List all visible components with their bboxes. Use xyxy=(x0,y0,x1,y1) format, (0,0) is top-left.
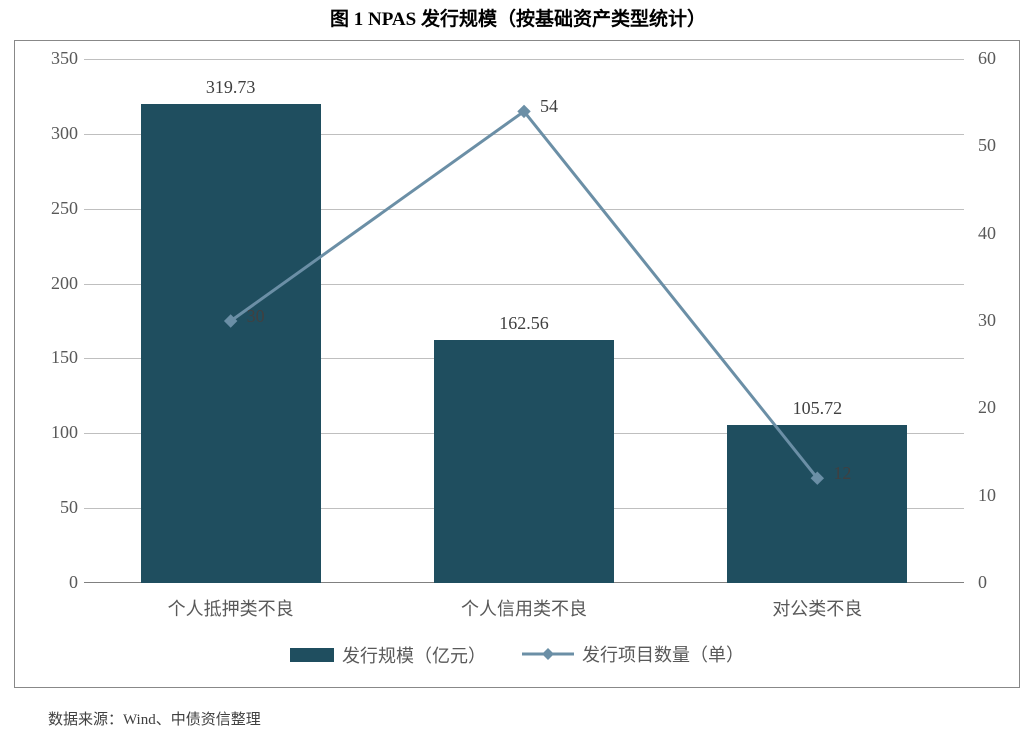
chart-title: 图 1 NPAS 发行规模（按基础资产类型统计） xyxy=(0,0,1036,31)
ytick-right: 0 xyxy=(978,573,1018,591)
line-path xyxy=(231,111,818,478)
plot-area: 0501001502002503003500102030405060319.73… xyxy=(84,59,964,583)
line-series xyxy=(84,59,964,583)
ytick-right: 30 xyxy=(978,311,1018,329)
ytick-left: 200 xyxy=(34,274,78,292)
source-note: 数据来源：Wind、中债资信整理 xyxy=(48,708,261,729)
category-label: 对公类不良 xyxy=(671,595,964,621)
page-root: 图 1 NPAS 发行规模（按基础资产类型统计） 050100150200250… xyxy=(0,0,1036,740)
line-value-label: 30 xyxy=(247,307,265,325)
chart-frame: 0501001502002503003500102030405060319.73… xyxy=(14,40,1020,688)
legend-item: 发行规模（亿元） xyxy=(290,642,486,668)
ytick-left: 50 xyxy=(34,498,78,516)
category-label: 个人信用类不良 xyxy=(377,595,670,621)
ytick-right: 40 xyxy=(978,224,1018,242)
legend-label: 发行项目数量（单） xyxy=(582,641,744,667)
legend-line-marker-icon xyxy=(522,646,574,662)
ytick-left: 250 xyxy=(34,199,78,217)
ytick-right: 60 xyxy=(978,49,1018,67)
ytick-left: 350 xyxy=(34,49,78,67)
ytick-right: 50 xyxy=(978,136,1018,154)
line-value-label: 54 xyxy=(540,97,558,115)
ytick-left: 300 xyxy=(34,124,78,142)
ytick-left: 150 xyxy=(34,348,78,366)
legend-swatch-icon xyxy=(290,648,334,662)
legend-label: 发行规模（亿元） xyxy=(342,642,486,668)
ytick-right: 20 xyxy=(978,398,1018,416)
legend-item: 发行项目数量（单） xyxy=(522,641,744,667)
line-value-label: 12 xyxy=(833,464,851,482)
ytick-left: 0 xyxy=(34,573,78,591)
ytick-right: 10 xyxy=(978,486,1018,504)
legend: 发行规模（亿元） 发行项目数量（单） xyxy=(15,641,1019,668)
ytick-left: 100 xyxy=(34,423,78,441)
category-label: 个人抵押类不良 xyxy=(84,595,377,621)
